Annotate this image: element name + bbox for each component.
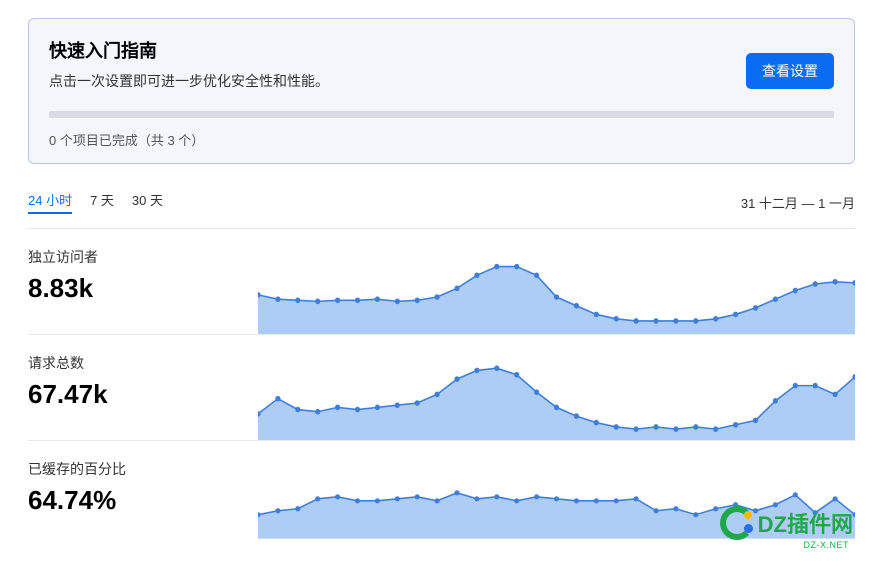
progress-bar [49,111,834,118]
metric-meta: 已缓存的百分比 64.74% [28,459,258,539]
metric-label: 已缓存的百分比 [28,459,258,479]
watermark-sub: DZ-X.NET [804,540,850,550]
metric-row-cached: 已缓存的百分比 64.74% [28,440,855,539]
visitors-chart [258,247,855,334]
metric-meta: 独立访问者 8.83k [28,247,258,334]
metric-label: 请求总数 [28,353,258,373]
tab-7d[interactable]: 7 天 [90,190,114,214]
metric-row-visitors: 独立访问者 8.83k [28,228,855,334]
time-range-tabs: 24 小时 7 天 30 天 [28,190,163,214]
cached-chart [258,459,855,539]
tab-24h[interactable]: 24 小时 [28,190,72,214]
card-desc: 点击一次设置即可进一步优化安全性和性能。 [49,71,834,91]
metric-value: 64.74% [28,485,258,516]
metric-meta: 请求总数 67.47k [28,353,258,440]
metric-value: 67.47k [28,379,258,410]
card-title: 快速入门指南 [49,37,834,63]
metric-value: 8.83k [28,273,258,304]
view-settings-button[interactable]: 查看设置 [746,53,834,89]
quick-start-card: 快速入门指南 点击一次设置即可进一步优化安全性和性能。 查看设置 0 个项目已完… [28,18,855,164]
metric-label: 独立访问者 [28,247,258,267]
date-range-label: 31 十二月 — 1 一月 [741,193,855,212]
progress-text: 0 个项目已完成（共 3 个） [49,130,834,149]
metric-row-requests: 请求总数 67.47k [28,334,855,440]
tab-30d[interactable]: 30 天 [132,190,163,214]
tabs-row: 24 小时 7 天 30 天 31 十二月 — 1 一月 [28,190,855,214]
requests-chart [258,353,855,440]
